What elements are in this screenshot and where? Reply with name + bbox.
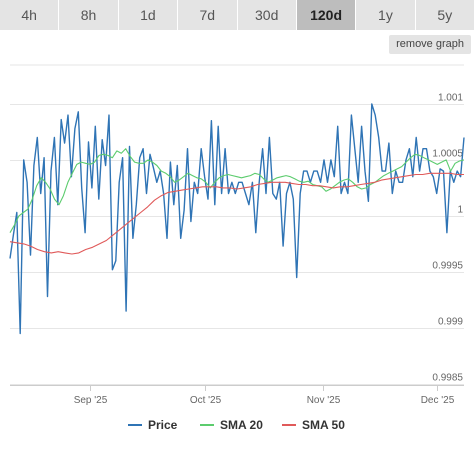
range-tabs: 4h 8h 1d 7d 30d 120d 1y 5y xyxy=(0,0,474,30)
tab-5y[interactable]: 5y xyxy=(415,0,474,30)
y-tick-label: 0.999 xyxy=(438,317,463,328)
tab-1d[interactable]: 1d xyxy=(118,0,179,30)
y-tick-label: 1 xyxy=(457,205,463,216)
tab-8h[interactable]: 8h xyxy=(59,0,119,30)
tab-120d[interactable]: 120d xyxy=(296,0,357,30)
remove-graph-button[interactable]: remove graph xyxy=(389,35,471,54)
legend-sma-20-label: SMA 20 xyxy=(220,418,263,432)
tab-30d[interactable]: 30d xyxy=(237,0,297,30)
x-tick-label: Nov '25 xyxy=(307,395,341,406)
price-chart: 1.001 1.0005 1 0.9995 0.999 0.9985 Sep '25 Oct … xyxy=(9,64,465,432)
x-tick-label: Sep '25 xyxy=(74,395,108,406)
x-tick-label: Oct '25 xyxy=(190,395,222,406)
legend-price-label: Price xyxy=(148,418,178,432)
legend-sma-50-label: SMA 50 xyxy=(302,418,345,432)
sma-50-line xyxy=(9,172,464,255)
x-tick-label: Dec '25 xyxy=(421,395,455,406)
tab-7d[interactable]: 7d xyxy=(178,0,238,30)
y-tick-label: 1.001 xyxy=(438,93,463,104)
tab-1y[interactable]: 1y xyxy=(356,0,416,30)
sma-20-line xyxy=(9,148,465,233)
y-tick-label: 1.0005 xyxy=(432,149,463,160)
y-tick-label: 0.9995 xyxy=(432,261,463,272)
y-tick-label: 0.9985 xyxy=(432,373,463,384)
tab-4h[interactable]: 4h xyxy=(0,0,60,30)
price-line xyxy=(9,103,465,335)
